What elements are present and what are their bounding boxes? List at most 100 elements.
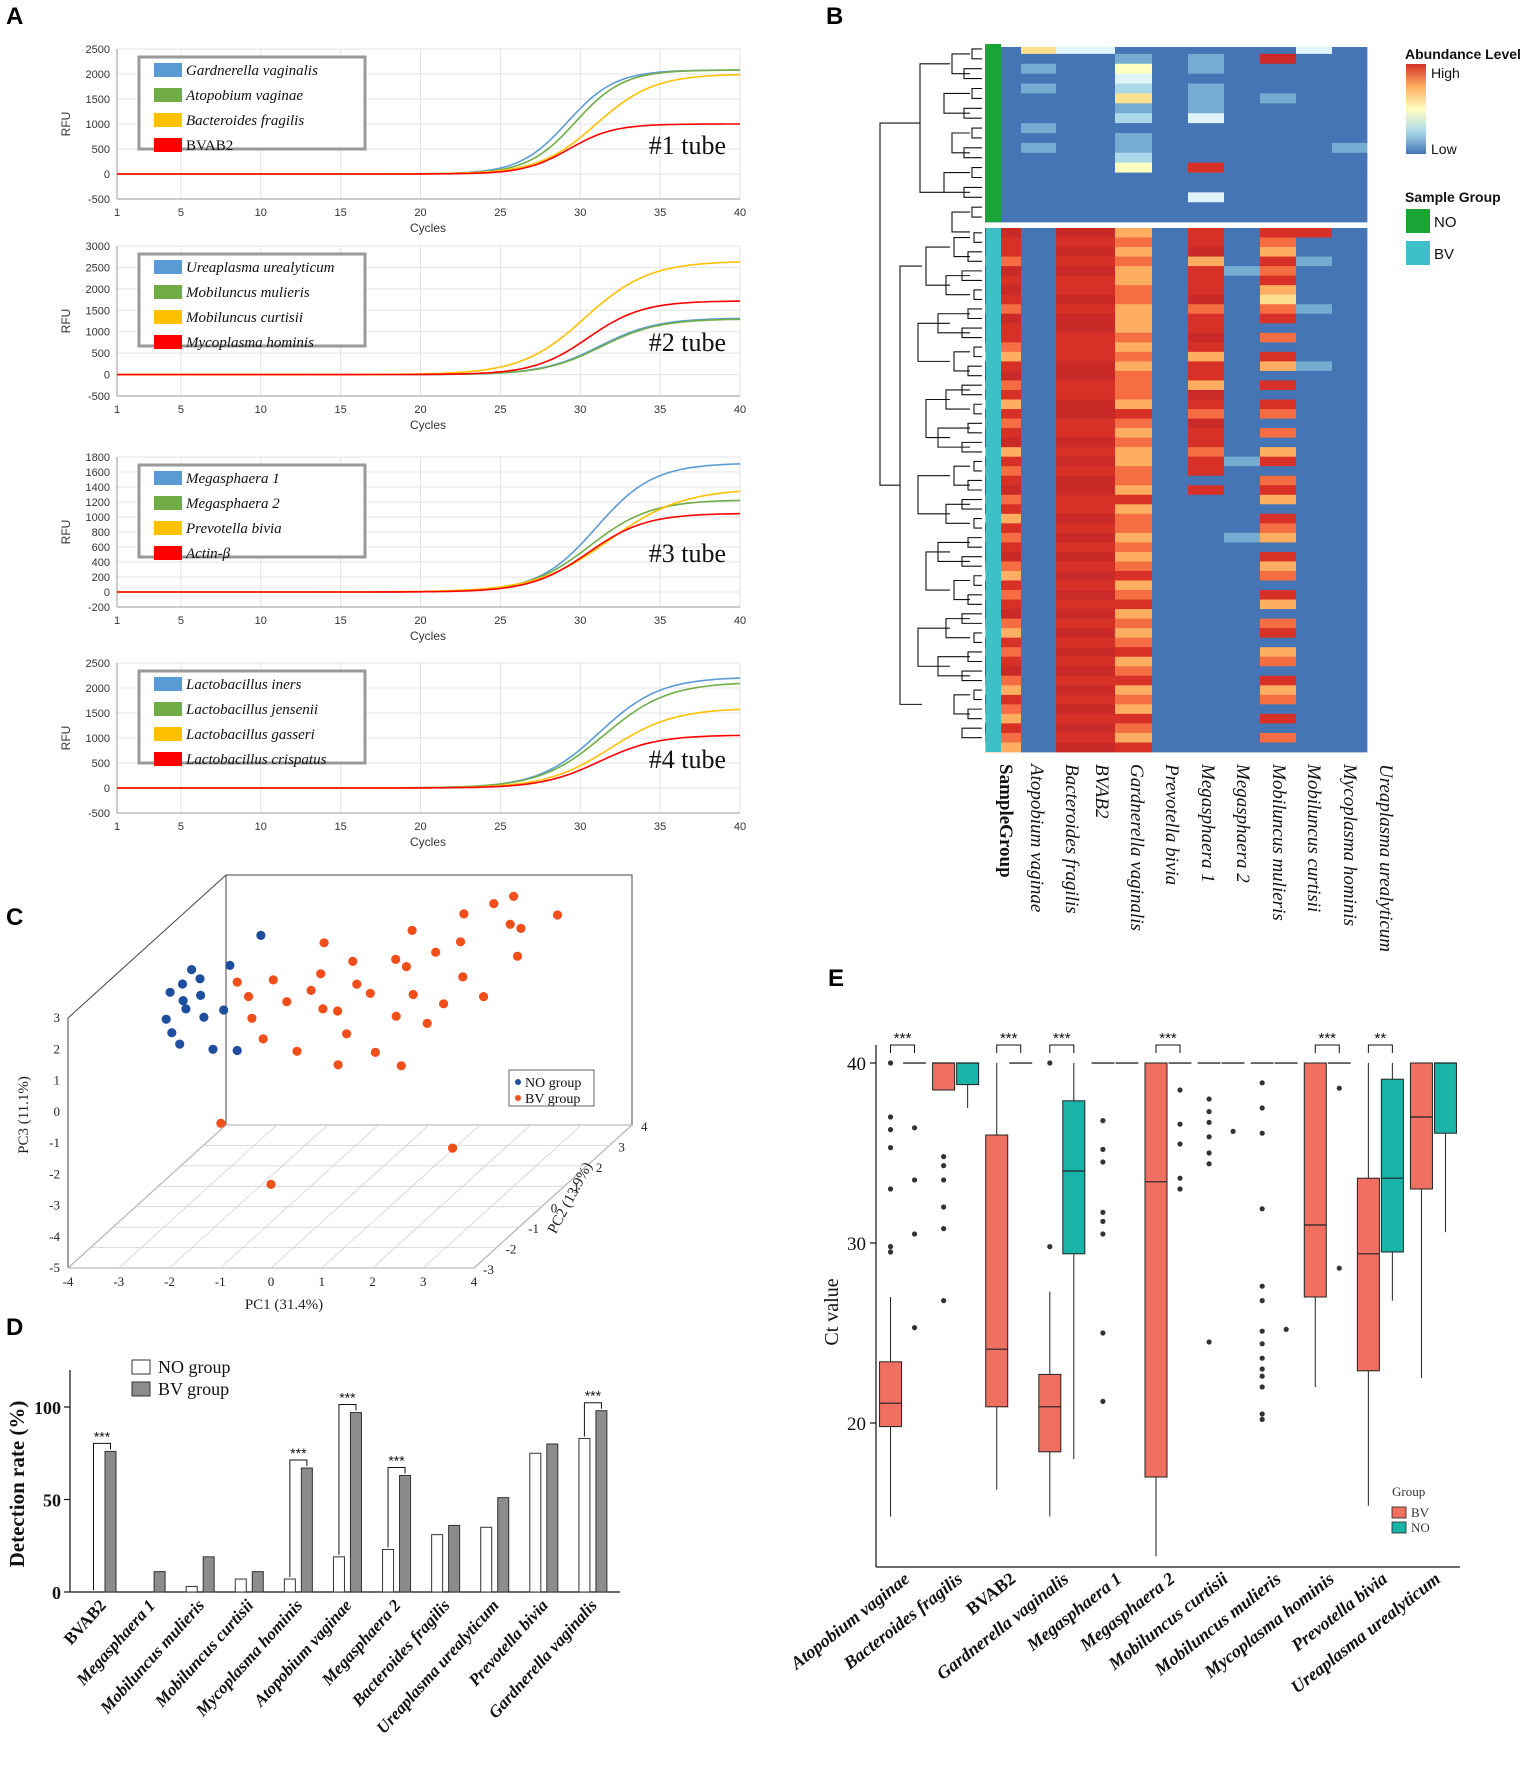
heat-cell <box>1296 732 1333 743</box>
heat-cell <box>1260 580 1297 591</box>
heatmap-column-label: Ureaplasma urealyticum <box>1375 764 1396 952</box>
box-outlier <box>941 1177 947 1183</box>
heat-cell <box>1021 637 1057 648</box>
heat-cell <box>1224 466 1261 477</box>
heat-cell <box>1332 694 1368 705</box>
tube-label: #3 tube <box>649 539 726 568</box>
heat-cell <box>1296 685 1333 696</box>
box-outlier <box>1047 1060 1053 1066</box>
heat-cell <box>1224 580 1261 591</box>
heat-cell <box>1152 123 1189 134</box>
heat-cell <box>985 202 1022 213</box>
pc3-tick-label: -2 <box>49 1166 60 1181</box>
heat-cell <box>1224 133 1261 144</box>
heat-cell <box>985 53 1022 65</box>
heat-cell <box>1332 475 1368 486</box>
heat-cell <box>1296 275 1333 286</box>
heat-cell <box>1188 704 1225 715</box>
heat-cell <box>1296 93 1333 104</box>
pc1-tick-label: -1 <box>215 1274 226 1289</box>
heat-cell <box>1021 389 1057 400</box>
curve-mycoplasma-hominis <box>117 300 741 376</box>
box-outlier <box>941 1204 947 1210</box>
heat-cell <box>1332 732 1368 743</box>
heat-cell <box>1224 742 1261 753</box>
heat-cell <box>1332 599 1368 610</box>
pc2-tick-label: 4 <box>641 1119 648 1134</box>
heat-cell <box>1224 504 1261 515</box>
heat-cell <box>1224 313 1261 324</box>
heat-cell <box>1115 456 1153 467</box>
y-tick-label: -500 <box>88 391 110 403</box>
heat-cell <box>1332 523 1368 534</box>
box-no-gardnerella-vaginalis <box>1062 1063 1086 1459</box>
heat-cell <box>985 685 1022 696</box>
pca-legend-label: BV group <box>525 1092 580 1107</box>
heat-cell <box>1056 304 1116 315</box>
heat-cell <box>1152 44 1189 55</box>
heat-cell <box>1152 456 1189 467</box>
y-tick-label: 1200 <box>86 497 110 509</box>
heat-cell <box>1188 570 1225 581</box>
heat-cell <box>985 313 1022 324</box>
heatmap-column-label: BVAB2 <box>1091 764 1112 819</box>
box-outlier <box>1336 1085 1342 1091</box>
y-tick-label: 0 <box>104 169 110 181</box>
heat-cell <box>1188 237 1225 248</box>
heat-cell <box>1332 103 1368 114</box>
heat-cell <box>1224 44 1261 55</box>
x-tick-label: 1 <box>114 615 120 627</box>
heat-cell <box>1115 704 1153 715</box>
heat-cell <box>1056 561 1116 572</box>
heatmap-column-label: SampleGroup <box>995 764 1016 878</box>
heat-cell <box>1152 542 1189 553</box>
heat-cell <box>1332 428 1368 438</box>
legend-group-title: Sample Group <box>1405 189 1501 205</box>
heat-cell <box>1115 475 1153 486</box>
heat-cell <box>1021 342 1057 353</box>
heat-cell <box>1115 142 1153 154</box>
heat-cell <box>1224 142 1261 154</box>
heat-cell <box>1115 723 1153 734</box>
heat-cell <box>1021 570 1057 581</box>
box-outlier <box>1206 1119 1212 1125</box>
heat-cell <box>1021 466 1057 477</box>
y-tick-label: 800 <box>92 527 110 539</box>
heat-cell <box>1296 513 1333 524</box>
heat-cell <box>1188 447 1225 458</box>
heat-cell <box>985 63 1022 75</box>
heat-cell <box>1260 228 1297 238</box>
heat-cell <box>1224 599 1261 610</box>
heat-cell <box>1332 570 1368 581</box>
heat-cell <box>1224 637 1261 648</box>
pca-point-bv-group <box>365 988 375 999</box>
box-outlier <box>941 1298 947 1304</box>
heat-cell <box>1056 580 1116 591</box>
heat-cell <box>1152 83 1189 94</box>
legend-entry: BVAB2 <box>186 138 233 154</box>
heat-cell <box>1188 323 1225 334</box>
heat-cell <box>1260 609 1297 620</box>
heat-cell <box>985 666 1022 677</box>
heat-cell <box>1296 590 1333 600</box>
heat-cell <box>985 152 1022 164</box>
tube-label: #2 tube <box>649 328 726 357</box>
heat-cell <box>1056 351 1116 362</box>
heat-cell <box>1021 704 1057 715</box>
pca-point-no-group <box>196 990 206 1001</box>
heat-cell <box>985 561 1022 572</box>
heat-cell <box>1056 713 1116 724</box>
heat-cell <box>1296 228 1333 238</box>
heat-cell <box>1021 285 1057 296</box>
bar-no-group <box>578 1437 591 1593</box>
box-outlier <box>911 1177 918 1183</box>
heat-cell <box>1056 323 1116 334</box>
heat-cell <box>1332 447 1368 458</box>
heat-cell <box>1260 113 1297 124</box>
pca-point-no-group <box>161 1014 171 1024</box>
legend-entry: Lactobacillus iners <box>185 677 302 693</box>
heat-cell <box>1296 53 1333 65</box>
heat-cell <box>1152 475 1189 486</box>
heat-cell <box>1056 723 1116 734</box>
heat-cell <box>1224 409 1261 419</box>
